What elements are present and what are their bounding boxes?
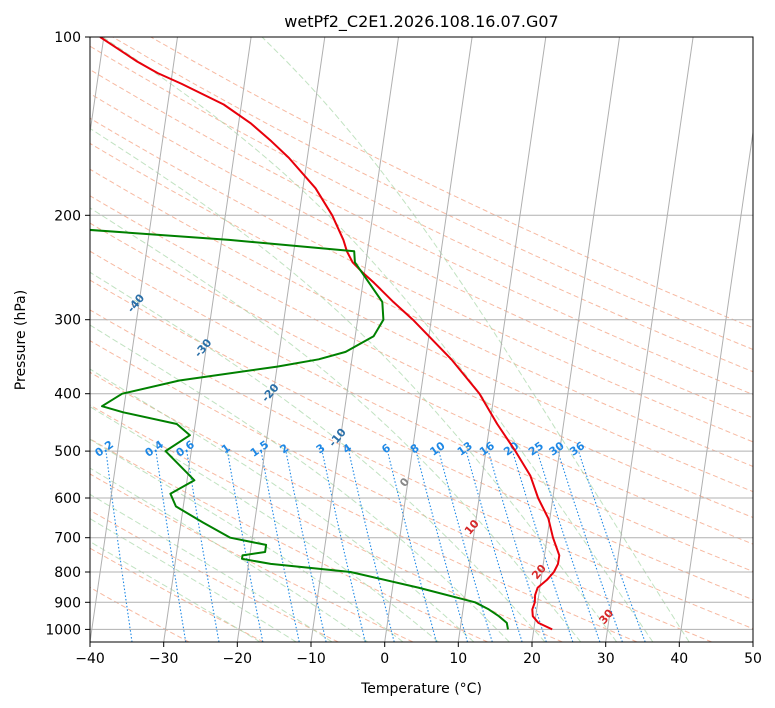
dry-adiabat	[90, 195, 753, 519]
mixing-ratio-lines	[105, 450, 646, 642]
mixing-ratio-line	[465, 450, 523, 642]
dry-adiabat	[90, 340, 712, 642]
mixing-ratio-line	[387, 450, 437, 642]
dry-adiabat	[90, 117, 753, 443]
x-tick-label: −40	[75, 651, 105, 667]
mixing-ratio-line	[321, 450, 366, 642]
mixing-ratio-line	[577, 450, 646, 642]
isotherm	[531, 37, 620, 642]
pressure-gridlines	[90, 37, 753, 630]
dry-adiabats	[90, 37, 753, 642]
y-tick-label: 500	[54, 444, 81, 460]
y-tick-label: 1000	[45, 622, 81, 638]
isotherm	[163, 37, 252, 642]
skewed-isotherms	[90, 37, 753, 642]
dry-adiabat	[90, 279, 753, 601]
temperature-line	[99, 37, 561, 631]
y-tick-label: 300	[54, 313, 81, 329]
moist-adiabat	[90, 207, 582, 642]
mixing-ratio-line	[285, 450, 327, 642]
y-tick-label: 700	[54, 531, 81, 547]
dry-adiabat	[90, 371, 638, 642]
dry-adiabat	[90, 168, 753, 493]
moist-adiabat	[90, 406, 439, 642]
x-tick-label: 30	[597, 651, 615, 667]
isotherm	[457, 37, 547, 642]
y-axis: 100 200 300 400 500 600 700 800 900 1000	[45, 30, 90, 638]
moist-adiabat	[90, 467, 368, 642]
dewpoint-line	[90, 228, 509, 630]
x-tick-label: −20	[223, 651, 253, 667]
x-tick-label: 10	[449, 651, 467, 667]
dry-adiabat	[90, 547, 264, 642]
y-tick-label: 200	[54, 208, 81, 224]
x-tick-label: 0	[380, 651, 389, 667]
plot-frame	[89, 36, 754, 643]
dry-adiabat	[90, 438, 488, 642]
mixing-ratio-line	[348, 450, 395, 642]
dry-adiabat	[90, 309, 753, 630]
x-tick-label: −10	[296, 651, 326, 667]
x-axis: −40 −30 −20 −10 0 10 20 30 40 50	[75, 642, 762, 667]
y-tick-label: 400	[54, 387, 81, 403]
moist-adiabat	[90, 271, 546, 642]
x-tick-label: 40	[670, 651, 688, 667]
mixing-ratio-line	[557, 450, 623, 642]
mixing-ratio-line	[511, 450, 574, 642]
isotherm	[678, 128, 753, 642]
isotherm	[384, 37, 473, 642]
mixing-ratio-line	[415, 450, 469, 642]
dry-adiabat	[90, 69, 753, 396]
moist-adiabat	[102, 37, 654, 642]
moist-adiabat	[261, 37, 690, 642]
x-tick-label: −30	[149, 651, 179, 667]
moist-adiabat	[90, 368, 475, 642]
x-tick-label: 50	[744, 651, 762, 667]
y-tick-label: 800	[54, 565, 81, 581]
mixing-ratio-line	[536, 450, 601, 642]
dry-adiabat	[90, 93, 753, 419]
mixing-ratio-line	[260, 451, 300, 642]
moist-adiabat	[90, 541, 261, 642]
isotherm	[605, 37, 694, 642]
x-axis-label: Temperature (°C)	[360, 681, 482, 697]
dry-adiabat	[90, 222, 753, 545]
moist-adiabat	[90, 438, 404, 642]
y-axis-label: Pressure (hPa)	[13, 290, 29, 390]
y-tick-label: 900	[54, 595, 81, 611]
y-tick-label: 100	[54, 30, 81, 46]
isotherm	[310, 37, 399, 642]
profiles	[90, 37, 561, 631]
isotherm	[90, 37, 178, 642]
mixing-ratio-line	[487, 450, 547, 642]
y-tick-label: 600	[54, 491, 81, 507]
chart-title: wetPf2_C2E1.2026.108.16.07.G07	[284, 12, 558, 32]
dry-adiabat	[90, 142, 753, 467]
x-tick-label: 20	[523, 651, 541, 667]
